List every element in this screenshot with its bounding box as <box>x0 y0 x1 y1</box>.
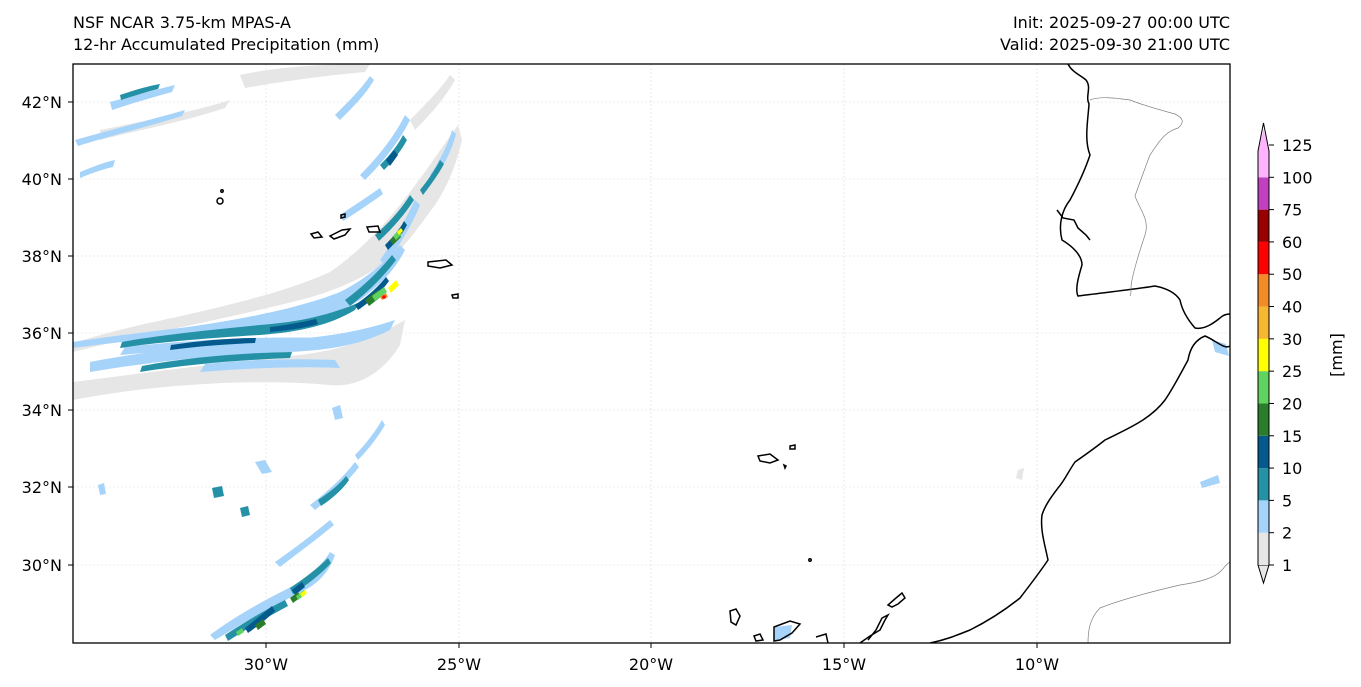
lat-tick-label: 34°N <box>22 401 62 420</box>
colorbar-segment <box>1258 371 1269 404</box>
lat-tick-labels: 42°N 40°N 38°N 36°N 34°N 32°N 30°N <box>22 93 62 575</box>
axis-ticks <box>68 101 1038 648</box>
init-time: Init: 2025-09-27 00:00 UTC <box>1012 13 1230 32</box>
precipitation-field <box>73 64 1229 641</box>
lat-tick-label: 30°N <box>22 556 62 575</box>
colorbar-outline <box>1257 122 1270 565</box>
lon-tick-label: 30°W <box>244 655 288 674</box>
title-left: NSF NCAR 3.75-km MPAS-A 12-hr Accumulate… <box>73 12 379 56</box>
lat-tick-label: 42°N <box>22 93 62 112</box>
lon-tick-label: 20°W <box>629 655 673 674</box>
colorbar-segment <box>1258 532 1269 565</box>
colorbar-unit-label: [mm] <box>1327 333 1346 377</box>
lon-tick-label: 10°W <box>1015 655 1059 674</box>
title-right: Init: 2025-09-27 00:00 UTC Valid: 2025-0… <box>1000 12 1230 56</box>
borders <box>1087 97 1230 643</box>
colorbar-tick-label: 10 <box>1282 459 1302 478</box>
lat-tick-label: 32°N <box>22 478 62 497</box>
colorbar-segment <box>1258 209 1269 242</box>
lon-tick-labels: 30°W 25°W 20°W 15°W 10°W <box>244 655 1059 674</box>
colorbar-segment <box>1258 241 1269 275</box>
map-area: 30°W 25°W 20°W 15°W 10°W 42°N 40°N 38°N … <box>22 63 1231 674</box>
colorbar-tick-label: 60 <box>1282 233 1302 252</box>
colorbar-tick-label: 1 <box>1282 556 1292 575</box>
colorbar-tick-label: 15 <box>1282 427 1302 446</box>
lat-tick-label: 38°N <box>22 247 62 266</box>
field-title: 12-hr Accumulated Precipitation (mm) <box>73 35 380 54</box>
lat-tick-label: 40°N <box>22 170 62 189</box>
lon-tick-label: 15°W <box>822 655 866 674</box>
colorbar-segment <box>1258 435 1269 469</box>
colorbar-extend-min <box>1257 564 1270 585</box>
colorbar-segment <box>1258 129 1269 178</box>
lon-tick-label: 25°W <box>437 655 481 674</box>
colorbar-tick-label: 100 <box>1282 168 1313 187</box>
islands <box>216 189 906 643</box>
colorbar-tick-label: 125 <box>1282 136 1313 155</box>
colorbar-tick-label: 40 <box>1282 298 1302 317</box>
valid-time: Valid: 2025-09-30 21:00 UTC <box>999 35 1230 54</box>
colorbar-segment <box>1258 500 1269 533</box>
colorbar-segment <box>1258 403 1269 436</box>
colorbar-segment <box>1258 177 1269 210</box>
colorbar-segment <box>1258 468 1269 501</box>
colorbar-tick-label: 75 <box>1282 201 1302 220</box>
lat-tick-label: 36°N <box>22 324 62 343</box>
colorbar-tick-label: 25 <box>1282 362 1302 381</box>
colorbar-segment <box>1258 306 1269 339</box>
coastlines <box>929 64 1230 643</box>
colorbar-tick-label: 2 <box>1282 524 1292 543</box>
colorbar-tick-label: 50 <box>1282 265 1302 284</box>
colorbar-tick-label: 20 <box>1282 394 1302 413</box>
colorbar-segment <box>1258 338 1269 372</box>
model-title: NSF NCAR 3.75-km MPAS-A <box>73 13 291 32</box>
colorbar-tick-label: 5 <box>1282 491 1292 510</box>
colorbar-segment <box>1258 274 1269 307</box>
colorbar-tick-label: 30 <box>1282 330 1302 349</box>
